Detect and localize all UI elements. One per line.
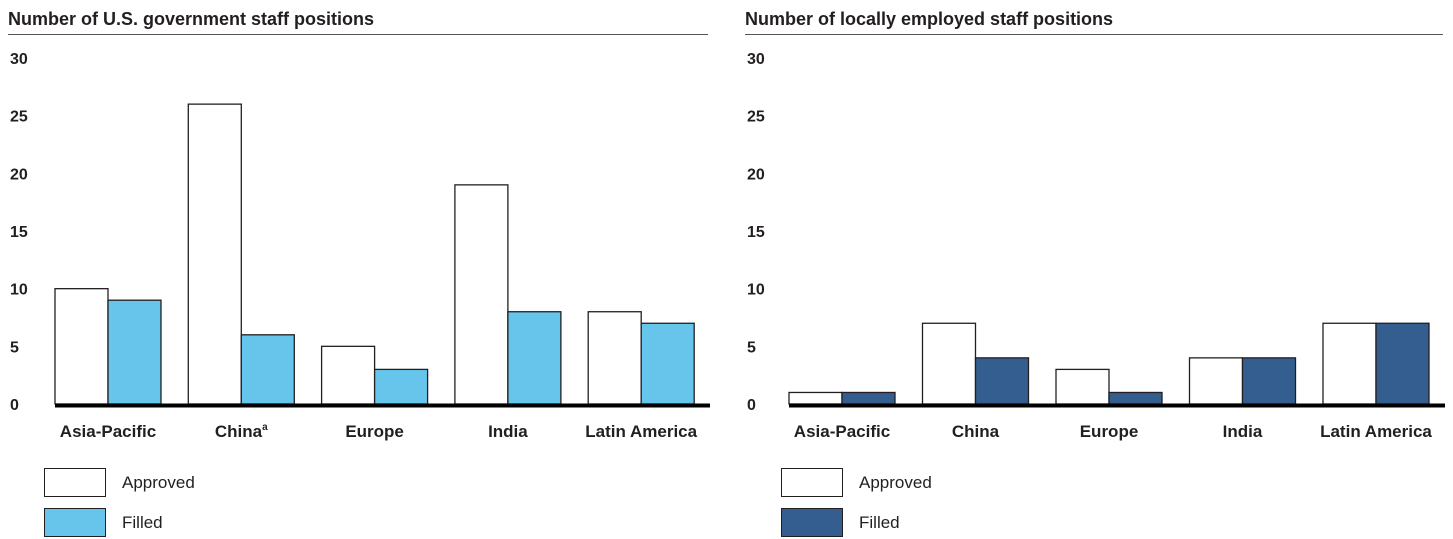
legend-item-filled: Filled bbox=[781, 508, 900, 537]
us-government-staff-chart: Number of U.S. government staff position… bbox=[0, 0, 720, 539]
y-tick-label: 15 bbox=[747, 224, 765, 241]
bar-approved-latin-america bbox=[588, 312, 641, 404]
legend-swatch bbox=[781, 508, 843, 537]
category-name: Europe bbox=[1080, 422, 1139, 441]
legend-label: Approved bbox=[859, 473, 932, 493]
bar-approved-china bbox=[923, 323, 976, 404]
legend-swatch bbox=[781, 468, 843, 497]
y-tick-label: 30 bbox=[747, 51, 765, 68]
legend-label: Filled bbox=[859, 513, 900, 533]
x-tick-label: Asia-Pacific bbox=[794, 422, 890, 441]
bar-filled-latin-america bbox=[641, 323, 694, 404]
x-tick-label: India bbox=[488, 422, 528, 441]
x-tick-label: Europe bbox=[345, 422, 404, 441]
legend-label: Approved bbox=[122, 473, 195, 493]
chart-plot: 0 5 10 15 20 25 30 Asia-Pacific China Europe India… bbox=[735, 0, 1453, 539]
category-name: China bbox=[215, 422, 263, 441]
y-tick-label: 5 bbox=[747, 339, 756, 356]
y-tick-label: 25 bbox=[10, 109, 28, 126]
x-tick-label: Chinaa bbox=[215, 422, 268, 441]
bar-approved-europe bbox=[322, 346, 375, 404]
x-tick-label: India bbox=[1223, 422, 1263, 441]
footnote-marker: a bbox=[262, 422, 268, 433]
bar-filled-china bbox=[976, 358, 1029, 404]
y-tick-label: 20 bbox=[10, 166, 28, 183]
y-tick-label: 0 bbox=[10, 397, 19, 414]
bar-approved-china bbox=[188, 104, 241, 404]
y-tick-label: 30 bbox=[10, 51, 28, 68]
y-tick-label: 5 bbox=[10, 339, 19, 356]
category-name: Asia-Pacific bbox=[794, 422, 890, 441]
bar-approved-latin-america bbox=[1323, 323, 1376, 404]
bar-filled-asia-pacific bbox=[108, 300, 161, 404]
y-tick-label: 0 bbox=[747, 397, 756, 414]
locally-employed-staff-chart: Number of locally employed staff positio… bbox=[735, 0, 1453, 539]
x-tick-label: Latin America bbox=[585, 422, 697, 441]
bar-filled-europe bbox=[1109, 392, 1162, 404]
y-tick-label: 15 bbox=[10, 224, 28, 241]
legend-label: Filled bbox=[122, 513, 163, 533]
bar-filled-india bbox=[508, 312, 561, 404]
bar-approved-asia-pacific bbox=[789, 392, 842, 404]
category-name: India bbox=[1223, 422, 1263, 441]
legend-item-filled: Filled bbox=[44, 508, 163, 537]
bar-approved-india bbox=[455, 185, 508, 404]
x-tick-label: Europe bbox=[1080, 422, 1139, 441]
x-tick-label: Latin America bbox=[1320, 422, 1432, 441]
bar-approved-europe bbox=[1056, 369, 1109, 404]
category-name: Asia-Pacific bbox=[60, 422, 156, 441]
bar-approved-asia-pacific bbox=[55, 289, 108, 404]
category-name: Latin America bbox=[585, 422, 697, 441]
bar-filled-china bbox=[241, 335, 294, 404]
y-tick-label: 10 bbox=[10, 282, 28, 299]
y-tick-label: 20 bbox=[747, 166, 765, 183]
bar-approved-india bbox=[1190, 358, 1243, 404]
category-name: Latin America bbox=[1320, 422, 1432, 441]
bar-filled-latin-america bbox=[1376, 323, 1429, 404]
category-name: India bbox=[488, 422, 528, 441]
legend-item-approved: Approved bbox=[44, 468, 195, 497]
y-tick-label: 25 bbox=[747, 109, 765, 126]
legend-item-approved: Approved bbox=[781, 468, 932, 497]
category-name: China bbox=[952, 422, 1000, 441]
category-name: Europe bbox=[345, 422, 404, 441]
chart-plot: 0 5 10 15 20 25 30 Asia-Pacific Chinaa Europe Indi… bbox=[0, 0, 720, 539]
y-tick-label: 10 bbox=[747, 282, 765, 299]
legend-swatch bbox=[44, 468, 106, 497]
x-tick-label: Asia-Pacific bbox=[60, 422, 156, 441]
bar-filled-europe bbox=[375, 369, 428, 404]
bar-filled-asia-pacific bbox=[842, 392, 895, 404]
legend-swatch bbox=[44, 508, 106, 537]
x-tick-label: China bbox=[952, 422, 1000, 441]
bar-filled-india bbox=[1243, 358, 1296, 404]
